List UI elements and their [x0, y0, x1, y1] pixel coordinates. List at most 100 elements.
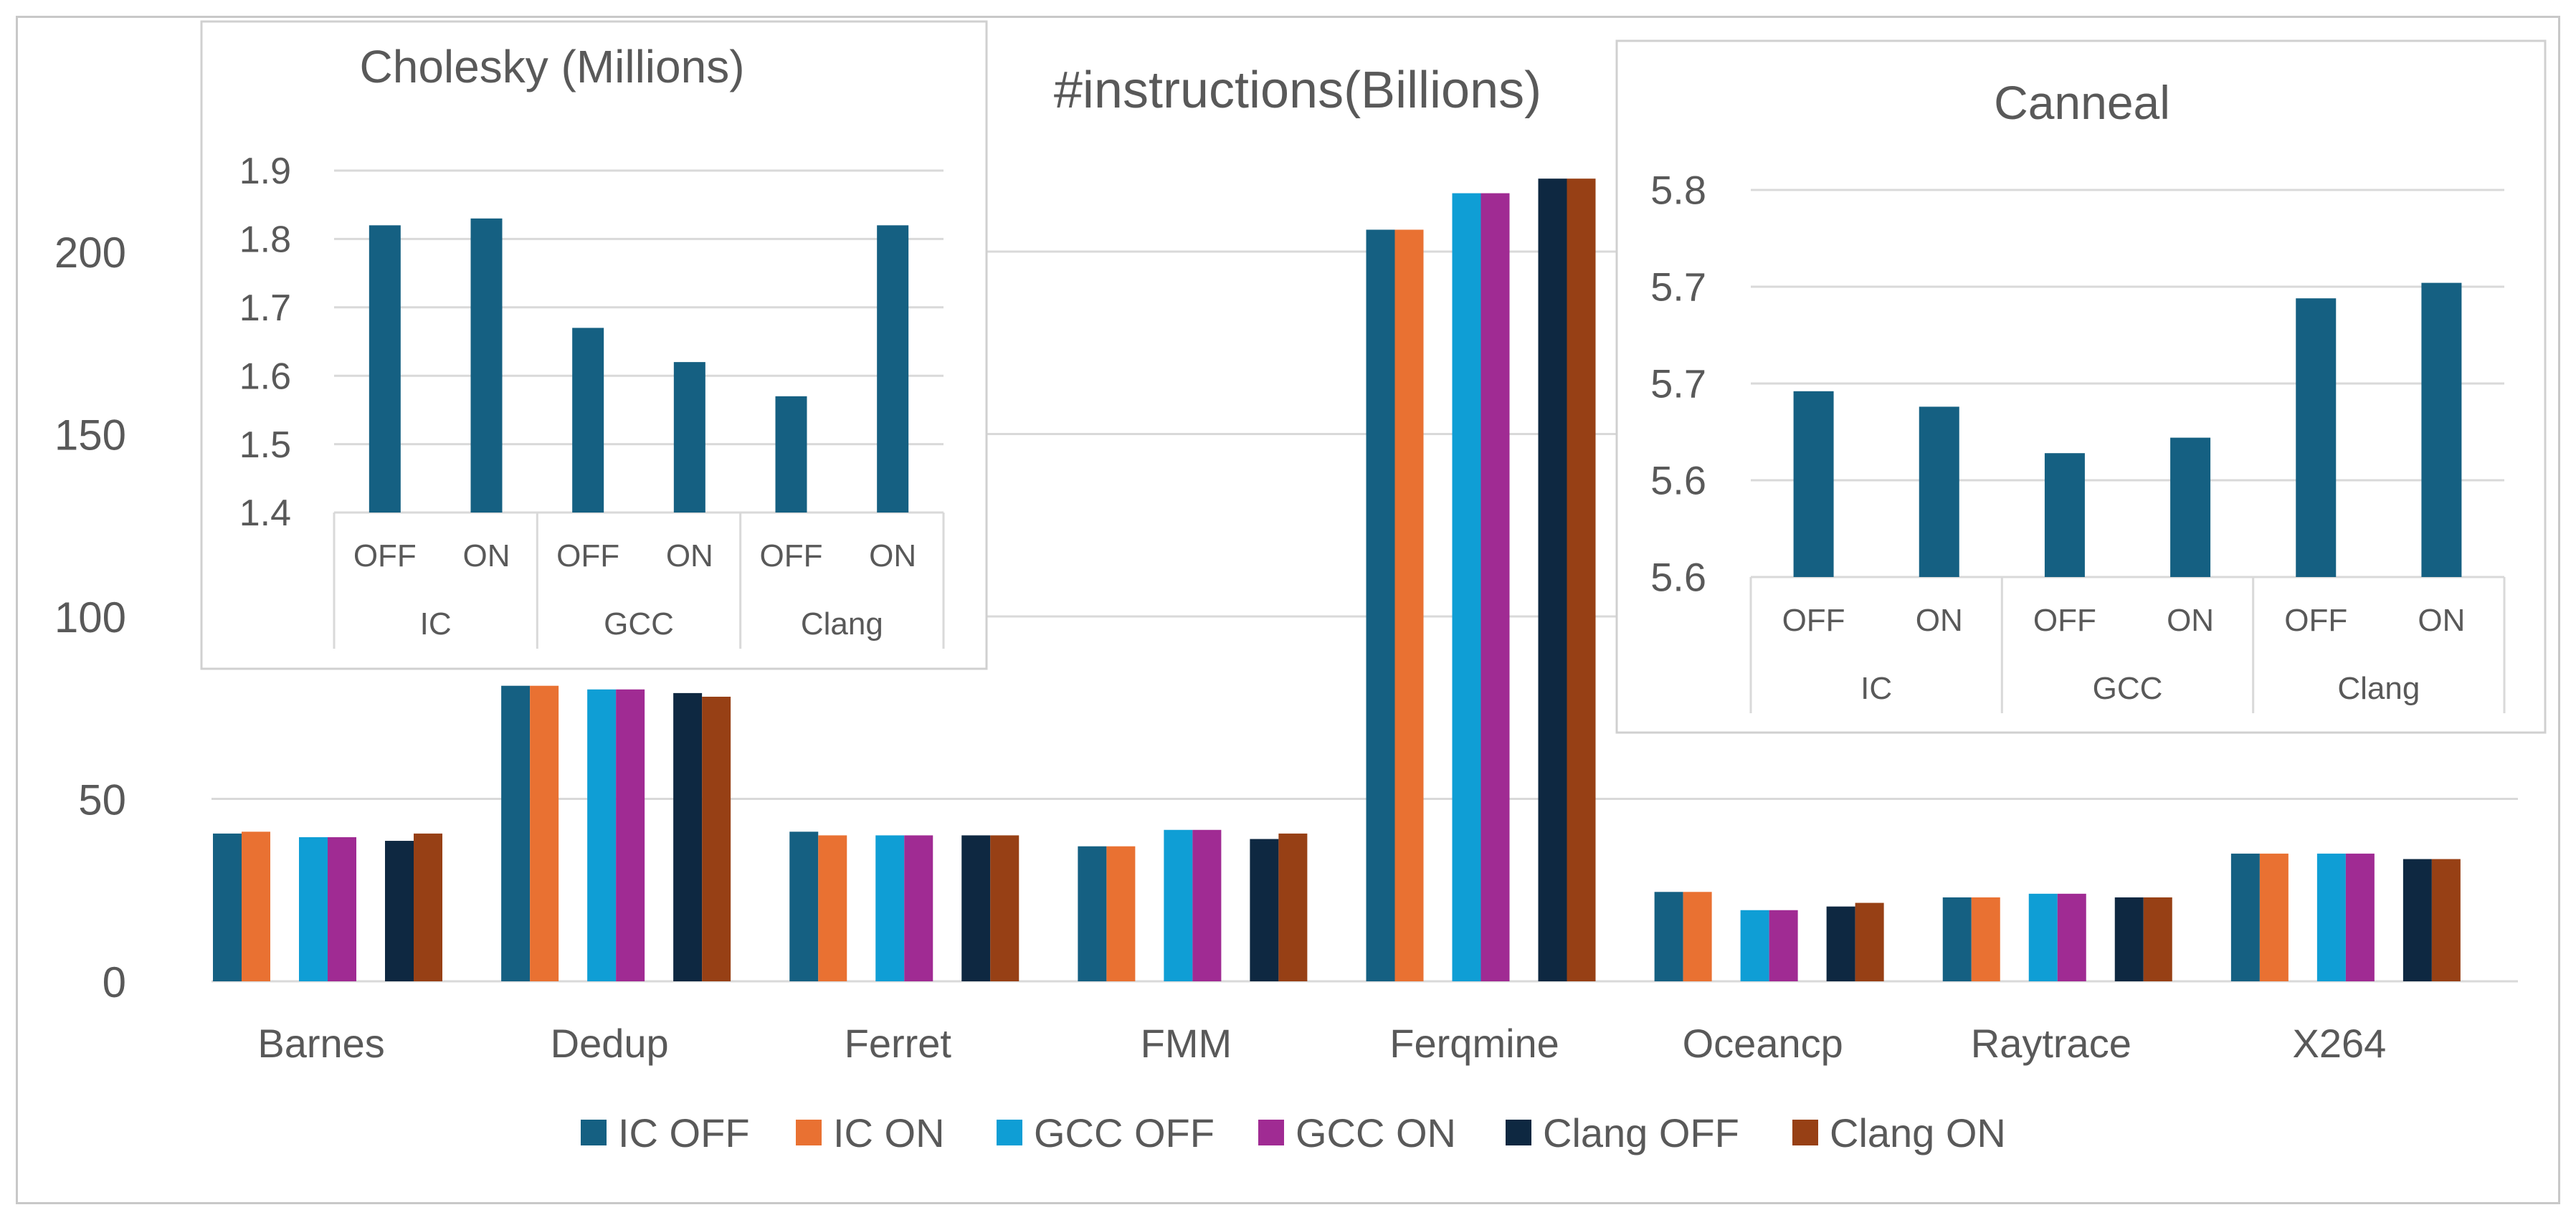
canneal-bar: [1919, 406, 1959, 577]
canneal-y-tick-label: 5.7: [1650, 361, 1706, 406]
bar-dedup-ic-off: [501, 685, 531, 981]
canneal-group-label: Clang: [2337, 671, 2420, 706]
bar-fmm-clang-on: [1278, 833, 1308, 981]
main-y-tick-label: 100: [54, 594, 126, 642]
bar-oceancp-gcc-on: [1769, 910, 1798, 981]
canneal-bar: [2044, 453, 2085, 577]
canneal-x-tick-label: OFF: [1782, 603, 1845, 638]
cholesky-bar: [673, 362, 705, 513]
cholesky-bar: [369, 225, 401, 513]
bar-ferqmine-clang-on: [1567, 178, 1596, 982]
cholesky-x-tick-label: OFF: [353, 538, 417, 573]
legend-swatch: [1506, 1120, 1531, 1145]
bar-barnes-gcc-on: [328, 837, 356, 981]
legend-label: IC OFF: [618, 1110, 750, 1155]
bar-raytrace-ic-off: [1942, 897, 1972, 981]
bar-barnes-clang-on: [414, 833, 442, 981]
cholesky-x-tick-label: ON: [869, 538, 916, 573]
bar-oceancp-ic-off: [1654, 892, 1683, 981]
bar-fmm-clang-off: [1250, 839, 1279, 981]
main-x-tick-label: Barnes: [257, 1021, 384, 1066]
bar-oceancp-gcc-off: [1740, 910, 1769, 981]
legend-swatch: [1258, 1120, 1284, 1145]
bar-raytrace-gcc-off: [2028, 893, 2058, 981]
main-y-tick-label: 0: [103, 958, 126, 1006]
canneal-bar: [2296, 298, 2337, 577]
bar-fmm-ic-on: [1106, 846, 1136, 981]
bar-ferret-gcc-off: [875, 835, 905, 981]
cholesky-group-label: Clang: [801, 606, 883, 642]
canneal-x-tick-label: OFF: [2033, 603, 2096, 638]
bar-ferqmine-ic-on: [1394, 229, 1424, 982]
cholesky-x-tick-label: ON: [666, 538, 713, 573]
main-x-tick-label: X264: [2293, 1021, 2387, 1066]
main-y-tick-label: 150: [54, 411, 126, 459]
canneal-x-tick-label: ON: [2167, 603, 2214, 638]
main-x-tick-label: FMM: [1141, 1021, 1232, 1066]
bar-ferret-clang-off: [961, 835, 991, 981]
bar-ferret-ic-on: [818, 835, 847, 981]
cholesky-bar: [877, 225, 909, 513]
bar-oceancp-ic-on: [1683, 892, 1712, 981]
main-y-tick-label: 200: [54, 229, 126, 277]
cholesky-group-label: GCC: [604, 606, 674, 642]
bar-raytrace-gcc-on: [2057, 893, 2086, 981]
canneal-bar: [1793, 391, 1834, 577]
canneal-x-tick-label: ON: [2418, 603, 2465, 638]
bar-barnes-ic-off: [213, 833, 242, 981]
cholesky-x-tick-label: OFF: [556, 538, 619, 573]
main-x-tick-label: Ferret: [845, 1021, 952, 1066]
legend-label: IC ON: [833, 1110, 945, 1155]
canneal-group-label: GCC: [2093, 671, 2163, 706]
cholesky-y-tick-label: 1.8: [239, 219, 291, 261]
bar-dedup-gcc-off: [587, 689, 617, 981]
bar-x264-gcc-off: [2316, 853, 2346, 981]
legend-label: GCC ON: [1296, 1110, 1456, 1155]
bar-oceancp-clang-off: [1826, 906, 1855, 981]
legend-label: GCC OFF: [1034, 1110, 1215, 1155]
bar-barnes-gcc-off: [299, 837, 328, 981]
canneal-bar: [2170, 437, 2211, 577]
bar-x264-ic-off: [2230, 853, 2260, 981]
bar-fmm-gcc-off: [1164, 829, 1193, 981]
bar-raytrace-clang-on: [2143, 897, 2172, 981]
bar-dedup-clang-on: [702, 696, 731, 981]
main-x-tick-label: Dedup: [551, 1021, 669, 1066]
legend-swatch: [997, 1120, 1022, 1145]
cholesky-bar: [572, 328, 604, 513]
main-bars: [213, 178, 2461, 982]
cholesky-y-tick-label: 1.6: [239, 356, 291, 397]
canneal-inset-background: [1615, 39, 2547, 734]
legend: IC OFF IC ON GCC OFF GCC ON Clang OFF Clang O…: [581, 1110, 2006, 1155]
canneal-bar: [2421, 282, 2462, 577]
cholesky-y-tick-label: 1.7: [239, 287, 291, 329]
cholesky-inset-title: Cholesky (Millions): [360, 41, 745, 92]
bar-dedup-clang-off: [673, 692, 703, 981]
bar-ferret-gcc-on: [904, 835, 933, 981]
canneal-x-tick-label: OFF: [2284, 603, 2347, 638]
bar-fmm-ic-off: [1078, 846, 1107, 981]
main-x-tick-label: Raytrace: [1971, 1021, 2131, 1066]
cholesky-y-tick-label: 1.4: [239, 492, 291, 534]
legend-swatch: [581, 1120, 607, 1145]
canneal-y-tick-label: 5.6: [1650, 555, 1706, 600]
canneal-inset-title: Canneal: [1994, 76, 2170, 129]
bar-ferqmine-gcc-off: [1452, 193, 1481, 981]
cholesky-y-tick-label: 1.9: [239, 151, 291, 192]
cholesky-inset: Cholesky (Millions) 1.4 1.5 1.6 1.7 1.8 1.9 OF…: [200, 20, 988, 670]
bar-raytrace-clang-off: [2114, 897, 2144, 981]
main-y-tick-labels: 0 50 100 150 200: [54, 229, 126, 1006]
canneal-inset: Canneal 5.6 5.6 5.7 5.7 5.8 OFF ON OFF ON OFF ON IC…: [1615, 39, 2547, 734]
cholesky-x-tick-label: ON: [463, 538, 510, 573]
bar-dedup-ic-on: [530, 685, 559, 981]
cholesky-y-tick-label: 1.5: [239, 424, 291, 466]
cholesky-x-tick-label: OFF: [760, 538, 823, 573]
bar-ferqmine-gcc-on: [1481, 193, 1510, 981]
canneal-y-tick-label: 5.6: [1650, 458, 1706, 503]
canneal-y-tick-label: 5.8: [1650, 168, 1706, 213]
bar-fmm-gcc-on: [1192, 829, 1222, 981]
bar-x264-clang-on: [2431, 859, 2461, 981]
legend-swatch: [1792, 1120, 1818, 1145]
bar-oceancp-clang-on: [1855, 902, 1884, 981]
bar-ferret-ic-off: [789, 831, 819, 981]
